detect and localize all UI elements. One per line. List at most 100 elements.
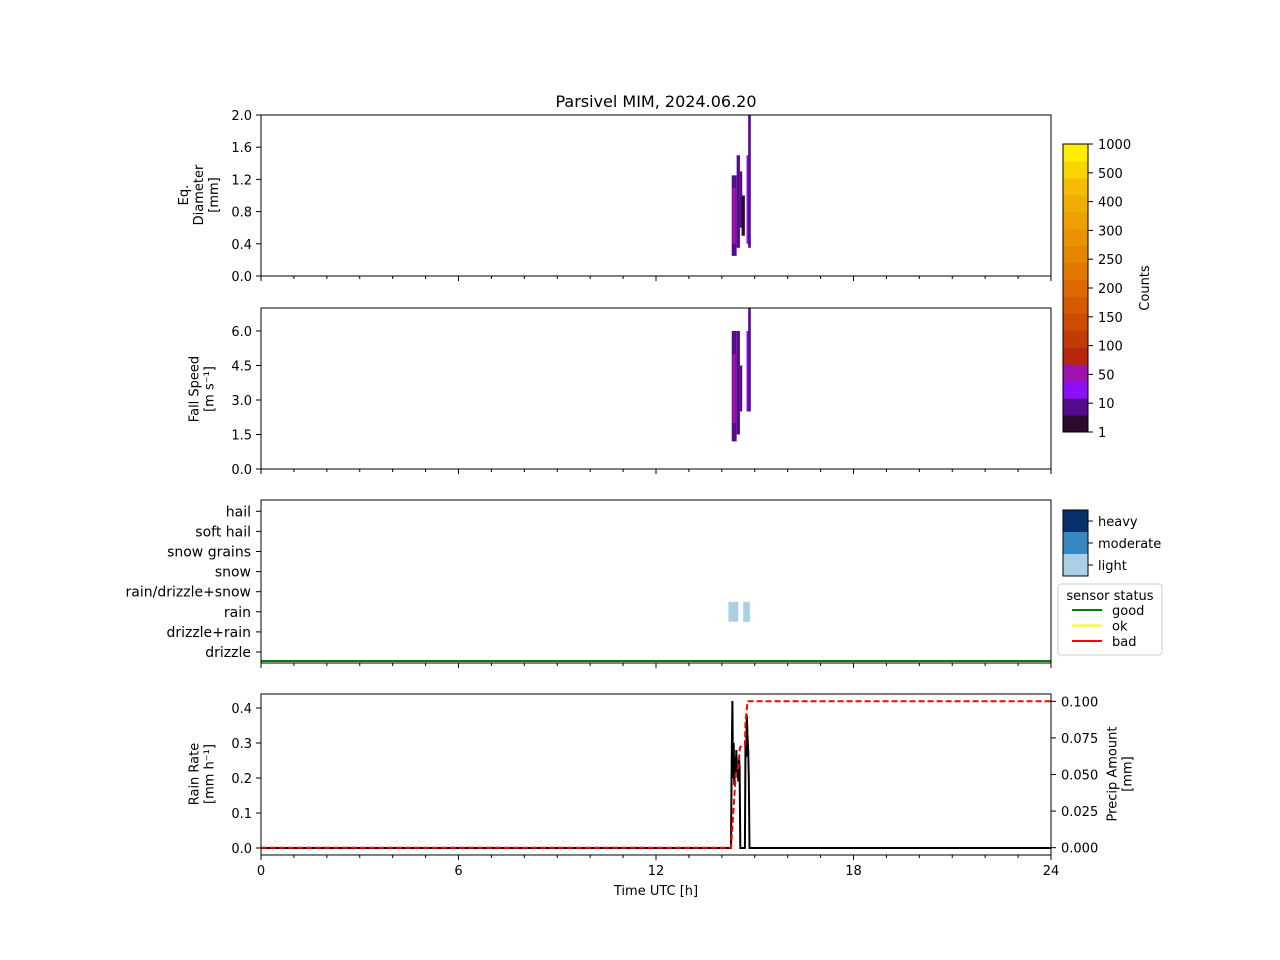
x-tick-label: 24: [1043, 864, 1060, 879]
colorbar-tick-label: 10: [1098, 397, 1115, 412]
legend-label: good: [1112, 604, 1144, 619]
colorbar-tick-label: 1: [1098, 426, 1106, 441]
intensity-legend: heavy moderate light: [1062, 509, 1161, 577]
intensity-label: light: [1098, 559, 1127, 574]
y-tick-label: 0.0: [231, 270, 252, 285]
colorbar-swatch: [1063, 330, 1088, 348]
precip-amount-line: [261, 700, 1051, 849]
y2-tick-label: 0.100: [1061, 695, 1098, 710]
precip-type-panel: drizzle drizzle+rain rain rain/drizzle+snow…: [126, 499, 1052, 668]
y-tick-label: 4.5: [231, 360, 252, 375]
intensity-swatch: [1063, 510, 1088, 532]
intensity-frame: [1062, 509, 1089, 577]
colorbar-swatch: [1063, 262, 1088, 281]
y-tick-label: 2.0: [231, 109, 252, 124]
y2-tick-label: 0.050: [1061, 769, 1098, 784]
colorbar-swatch: [1063, 228, 1088, 247]
colorbar-tick-label: 100: [1098, 340, 1123, 355]
y-tick-label: 0.4: [231, 702, 252, 717]
y2-tick-label: 0.075: [1061, 732, 1098, 747]
colorbar-tick-label: 50: [1098, 368, 1115, 383]
rain-rate-line: [261, 700, 1051, 849]
precip-amount-ylabel: Precip Amount[mm]: [1106, 727, 1136, 822]
category-label: soft hail: [195, 524, 251, 540]
colorbar-swatch: [1063, 245, 1088, 264]
colorbar-swatch: [1063, 381, 1088, 399]
colorbar-tick-label: 400: [1098, 196, 1123, 211]
fall-speed-frame: [260, 307, 1052, 470]
colorbar-tick-label: 200: [1098, 282, 1123, 297]
colorbar-tick-label: 150: [1098, 311, 1123, 326]
y-tick-label: 0.4: [231, 238, 252, 253]
category-label: hail: [226, 504, 251, 520]
precip-type-frame: [260, 499, 1052, 664]
colorbar-swatch: [1063, 364, 1088, 382]
colorbar-swatch: [1063, 415, 1088, 433]
heatmap-cell: [748, 115, 751, 248]
x-tick-label: 18: [845, 864, 862, 879]
colorbar-tick-label: 1000: [1098, 138, 1131, 153]
heatmap-cell: [736, 155, 740, 248]
fall-speed-ylabel: Fall Speed[m s⁻¹]: [188, 356, 218, 422]
colorbar-swatch: [1063, 347, 1088, 365]
intensity-swatch: [1063, 554, 1088, 576]
precip-type-heatmap: [261, 601, 1051, 662]
heatmap-cell: [748, 308, 751, 412]
colorbar-swatch: [1063, 211, 1088, 230]
colorbar-swatch: [1063, 144, 1088, 162]
x-tick-label: 6: [454, 864, 462, 879]
y-tick-label: 0.8: [231, 206, 252, 221]
heatmap-cell: [732, 187, 736, 244]
colorbar-swatch: [1063, 296, 1088, 314]
diameter-panel: 0.0 0.4 0.8 1.2 1.6 2.0 Eq.Diameter[mm]: [177, 109, 1052, 285]
category-label: rain/drizzle+snow: [126, 585, 251, 601]
colorbar-tick-label: 250: [1098, 253, 1123, 268]
y-tick-label: 0.0: [231, 842, 252, 857]
x-tick-label: 0: [257, 864, 265, 879]
intensity-swatch: [1063, 532, 1088, 554]
y-tick-label: 1.6: [231, 141, 252, 156]
legend-title: sensor status: [1066, 589, 1153, 604]
colorbar-swatch: [1063, 194, 1088, 213]
legend-label: ok: [1112, 620, 1128, 635]
fall-speed-heatmap: [731, 308, 751, 442]
colorbar-swatch: [1063, 313, 1088, 331]
diameter-ylabel: Eq.Diameter[mm]: [177, 164, 222, 225]
x-tick-label: 12: [648, 864, 665, 879]
rain-rate-lines: [261, 700, 1051, 849]
diameter-heatmap: [731, 115, 751, 256]
category-label: snow: [215, 565, 251, 581]
rain-rate-ylabel: Rain Rate[mm h⁻¹]: [188, 743, 218, 806]
y2-tick-label: 0.000: [1061, 842, 1098, 857]
colorbar-swatch: [1063, 177, 1088, 196]
colorbar-swatches: [1063, 144, 1088, 433]
heatmap-cell: [741, 195, 745, 236]
colorbar-swatch: [1063, 398, 1088, 416]
legend-label: bad: [1112, 635, 1136, 650]
y-tick-label: 0.2: [231, 772, 252, 787]
precip-type-cell: [743, 601, 750, 622]
x-axis-label: Time UTC [h]: [613, 884, 698, 899]
colorbar-tick-label: 500: [1098, 167, 1123, 182]
category-label: drizzle: [205, 645, 251, 661]
heatmap-cell: [746, 331, 750, 412]
precip-type-cell: [728, 601, 739, 622]
y-tick-label: 0.3: [231, 737, 252, 752]
heatmap-cell: [739, 365, 743, 412]
heatmap-cell: [736, 331, 740, 435]
colorbar-swatch: [1063, 279, 1088, 297]
rain-rate-frame: [260, 693, 1052, 856]
chart-title: Parsivel MIM, 2024.06.20: [555, 92, 756, 111]
colorbar-ticks: 1 10 50 100 150 200 250 300 400 500 1000: [1088, 138, 1131, 441]
diameter-frame: [260, 114, 1052, 277]
category-label: rain: [224, 605, 251, 621]
category-label: snow grains: [167, 545, 251, 561]
intensity-label: heavy: [1098, 515, 1138, 530]
counts-colorbar: 1 10 50 100 150 200 250 300 400 500 1000 Counts: [1062, 138, 1153, 441]
colorbar-tick-label: 300: [1098, 224, 1123, 239]
y-tick-label: 1.2: [231, 173, 252, 188]
fall-speed-panel: 0.0 1.5 3.0 4.5 6.0 Fall Speed[m s⁻¹]: [188, 307, 1052, 478]
colorbar-label: Counts: [1138, 265, 1153, 311]
